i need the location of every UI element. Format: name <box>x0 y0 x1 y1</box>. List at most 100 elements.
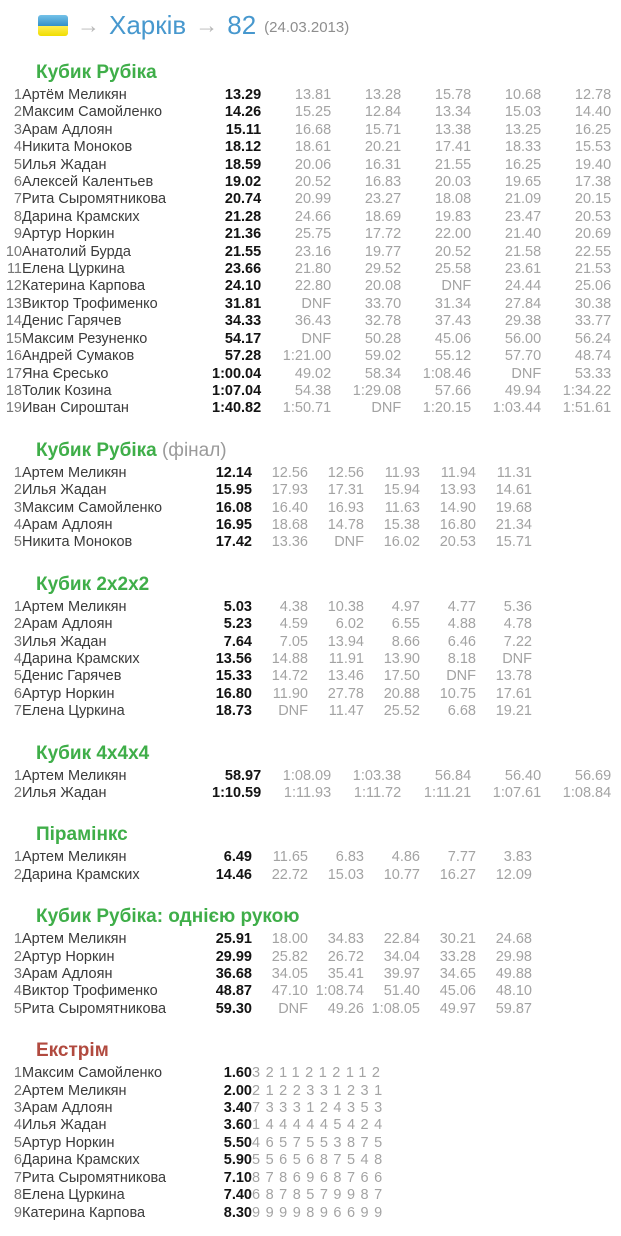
attempt-time: DNF <box>334 534 364 551</box>
result-row: 14 Денис Гарячев 34.33 36.43 32.78 37.43 29.38… <box>0 313 611 330</box>
attempt-time: 48.74 <box>574 348 612 365</box>
rank-cell: 1 <box>13 767 22 784</box>
attempt-time: 7.77 <box>447 849 476 866</box>
attempt-time: 56.40 <box>504 767 542 784</box>
result-row: 2 Максим Самойленко 14.26 15.25 12.84 13.34 15… <box>0 104 611 121</box>
attempt-time: 13.78 <box>495 668 532 685</box>
result-row: 17 Яна Єресько 1:00.04 49.02 58.34 1:08.46 DNF… <box>0 366 611 383</box>
competitor-name: Артем Меликян <box>22 598 127 615</box>
attempt-time: DNF <box>441 278 472 295</box>
attempt-time: 1:08.05 <box>371 1000 420 1017</box>
attempt-time: 15.94 <box>383 482 420 499</box>
attempt-time: 17.41 <box>434 139 472 156</box>
result-row: 16 Андрей Сумаков 57.28 1:21.00 59.02 55.12 57… <box>0 348 611 365</box>
rank-cell: 1 <box>13 464 22 481</box>
attempt-time: 13.81 <box>294 87 332 103</box>
attempt-time: 1:11.93 <box>283 785 332 801</box>
attempt-time: 15.78 <box>434 87 472 103</box>
competitor-name: Иван Сироштан <box>22 400 129 417</box>
rank-cell: 2 <box>13 948 22 965</box>
attempt-scores: 1444445424 <box>252 1117 388 1134</box>
attempt-time: 1:03.44 <box>492 400 542 417</box>
attempt-time: 22.55 <box>574 243 612 260</box>
attempt-time: 20.06 <box>294 156 332 173</box>
city-link[interactable]: Харків <box>109 10 187 40</box>
event-section: Екстрім 1 Максим Самойленко 1.60 3211212112 2… <box>0 1038 621 1222</box>
result-row: 4 Илья Жадан 3.60 1444445424 <box>0 1117 388 1134</box>
rank-cell: 2 <box>13 1082 22 1099</box>
attempt-time: DNF <box>301 330 332 347</box>
attempt-time: 56.00 <box>504 330 542 347</box>
best-result: 7.40 <box>223 1187 252 1204</box>
best-result: 31.81 <box>224 295 262 312</box>
competitor-name: Дарина Крамских <box>22 650 140 667</box>
attempt-time: 15.03 <box>327 866 364 883</box>
attempt-time: 33.70 <box>364 295 402 312</box>
competitor-name: Артем Меликян <box>22 464 127 481</box>
result-row: 5 Денис Гарячев 15.33 14.72 13.46 17.50 DNF 13.… <box>0 668 532 685</box>
attempt-time: 1:08.74 <box>315 983 364 1000</box>
result-row: 12 Катерина Карпова 24.10 22.80 20.08 DNF 24.4… <box>0 278 611 295</box>
result-row: 8 Дарина Крамских 21.28 24.66 18.69 19.83 23.4… <box>0 209 611 226</box>
competitor-name: Елена Цуркина <box>22 1187 125 1204</box>
result-row: 2 Илья Жадан 1:10.59 1:11.93 1:11.72 1:11.21 1… <box>0 785 611 802</box>
attempt-time: 25.75 <box>294 226 332 243</box>
competitor-name: Илья Жадан <box>22 1117 107 1134</box>
event-title-text: Кубик Рубіка <box>36 62 157 83</box>
event-section: Кубик Рубіка 1 Артём Меликян 13.29 13.81 13.2… <box>0 60 621 418</box>
competition-number-link[interactable]: 82 <box>227 10 257 40</box>
best-result: 24.10 <box>224 278 262 295</box>
best-result: 5.23 <box>223 616 252 633</box>
attempt-time: 20.88 <box>383 685 420 702</box>
attempt-time: 15.71 <box>364 121 402 138</box>
attempt-time: 16.80 <box>439 516 476 533</box>
competitor-name: Артем Меликян <box>22 931 127 948</box>
best-result: 57.28 <box>224 348 262 365</box>
competitor-name: Алексей Калентьев <box>22 174 154 191</box>
competitor-name: Денис Гарячев <box>22 668 122 685</box>
best-result: 20.74 <box>224 191 262 208</box>
best-result: 1:40.82 <box>212 400 262 417</box>
attempt-time: 16.02 <box>383 534 420 551</box>
attempt-time: 25.58 <box>434 261 472 278</box>
best-result: 7.64 <box>223 633 252 650</box>
rank-cell: 6 <box>13 685 22 702</box>
attempt-time: 13.94 <box>327 633 364 650</box>
attempt-time: 20.21 <box>364 139 402 156</box>
attempt-time: 21.58 <box>504 243 542 260</box>
event-section: Кубик Рубіка: однією рукою 1 Артем Меликян… <box>0 904 621 1018</box>
attempt-time: 1:08.09 <box>282 767 332 784</box>
attempt-time: 16.27 <box>439 866 476 883</box>
attempt-time: 34.65 <box>439 966 476 983</box>
best-result: 1.60 <box>223 1065 252 1082</box>
attempt-time: 20.52 <box>434 243 472 260</box>
attempt-time: 23.27 <box>364 191 402 208</box>
attempt-time: 21.34 <box>495 516 532 533</box>
rank-cell: 1 <box>13 1065 22 1082</box>
best-result: 18.59 <box>224 156 262 173</box>
ukraine-flag-icon[interactable] <box>38 14 68 36</box>
result-row: 10 Анатолий Бурда 21.55 23.16 19.77 20.52 21.5… <box>0 244 611 261</box>
competitor-name: Артём Меликян <box>22 87 127 103</box>
attempt-time: DNF <box>502 650 532 667</box>
best-result: 5.03 <box>223 598 252 615</box>
result-row: 4 Виктор Трофименко 48.87 47.10 1:08.74 51.40… <box>0 983 532 1000</box>
competitor-name: Елена Цуркина <box>22 261 125 278</box>
event-title-text: Екстрім <box>36 1040 109 1062</box>
attempt-time: 20.53 <box>574 208 612 225</box>
attempt-time: 54.38 <box>294 382 332 399</box>
rank-cell: 7 <box>13 191 22 208</box>
event-section: Кубик Рубіка (фінал) 1 Артем Меликян 12.14 1… <box>0 438 621 552</box>
attempt-time: 20.53 <box>439 534 476 551</box>
attempt-time: 12.78 <box>574 87 612 103</box>
result-row: 7 Елена Цуркина 18.73 DNF 11.47 25.52 6.68 19.2… <box>0 703 532 720</box>
competitor-name: Максим Самойленко <box>22 1065 163 1082</box>
result-row: 18 Толик Козина 1:07.04 54.38 1:29.08 57.66 49… <box>0 383 611 400</box>
rank-cell: 3 <box>13 966 22 983</box>
attempt-scores: 2122331231 <box>252 1082 388 1099</box>
attempt-time: 4.88 <box>447 616 476 633</box>
best-result: 7.10 <box>223 1169 252 1186</box>
result-row: 3 Арам Адлоян 3.40 7333124353 <box>0 1100 388 1117</box>
best-result: 13.56 <box>215 650 252 667</box>
results-table: 1 Артем Меликян 58.97 1:08.09 1:03.38 56.84 56… <box>0 768 611 803</box>
